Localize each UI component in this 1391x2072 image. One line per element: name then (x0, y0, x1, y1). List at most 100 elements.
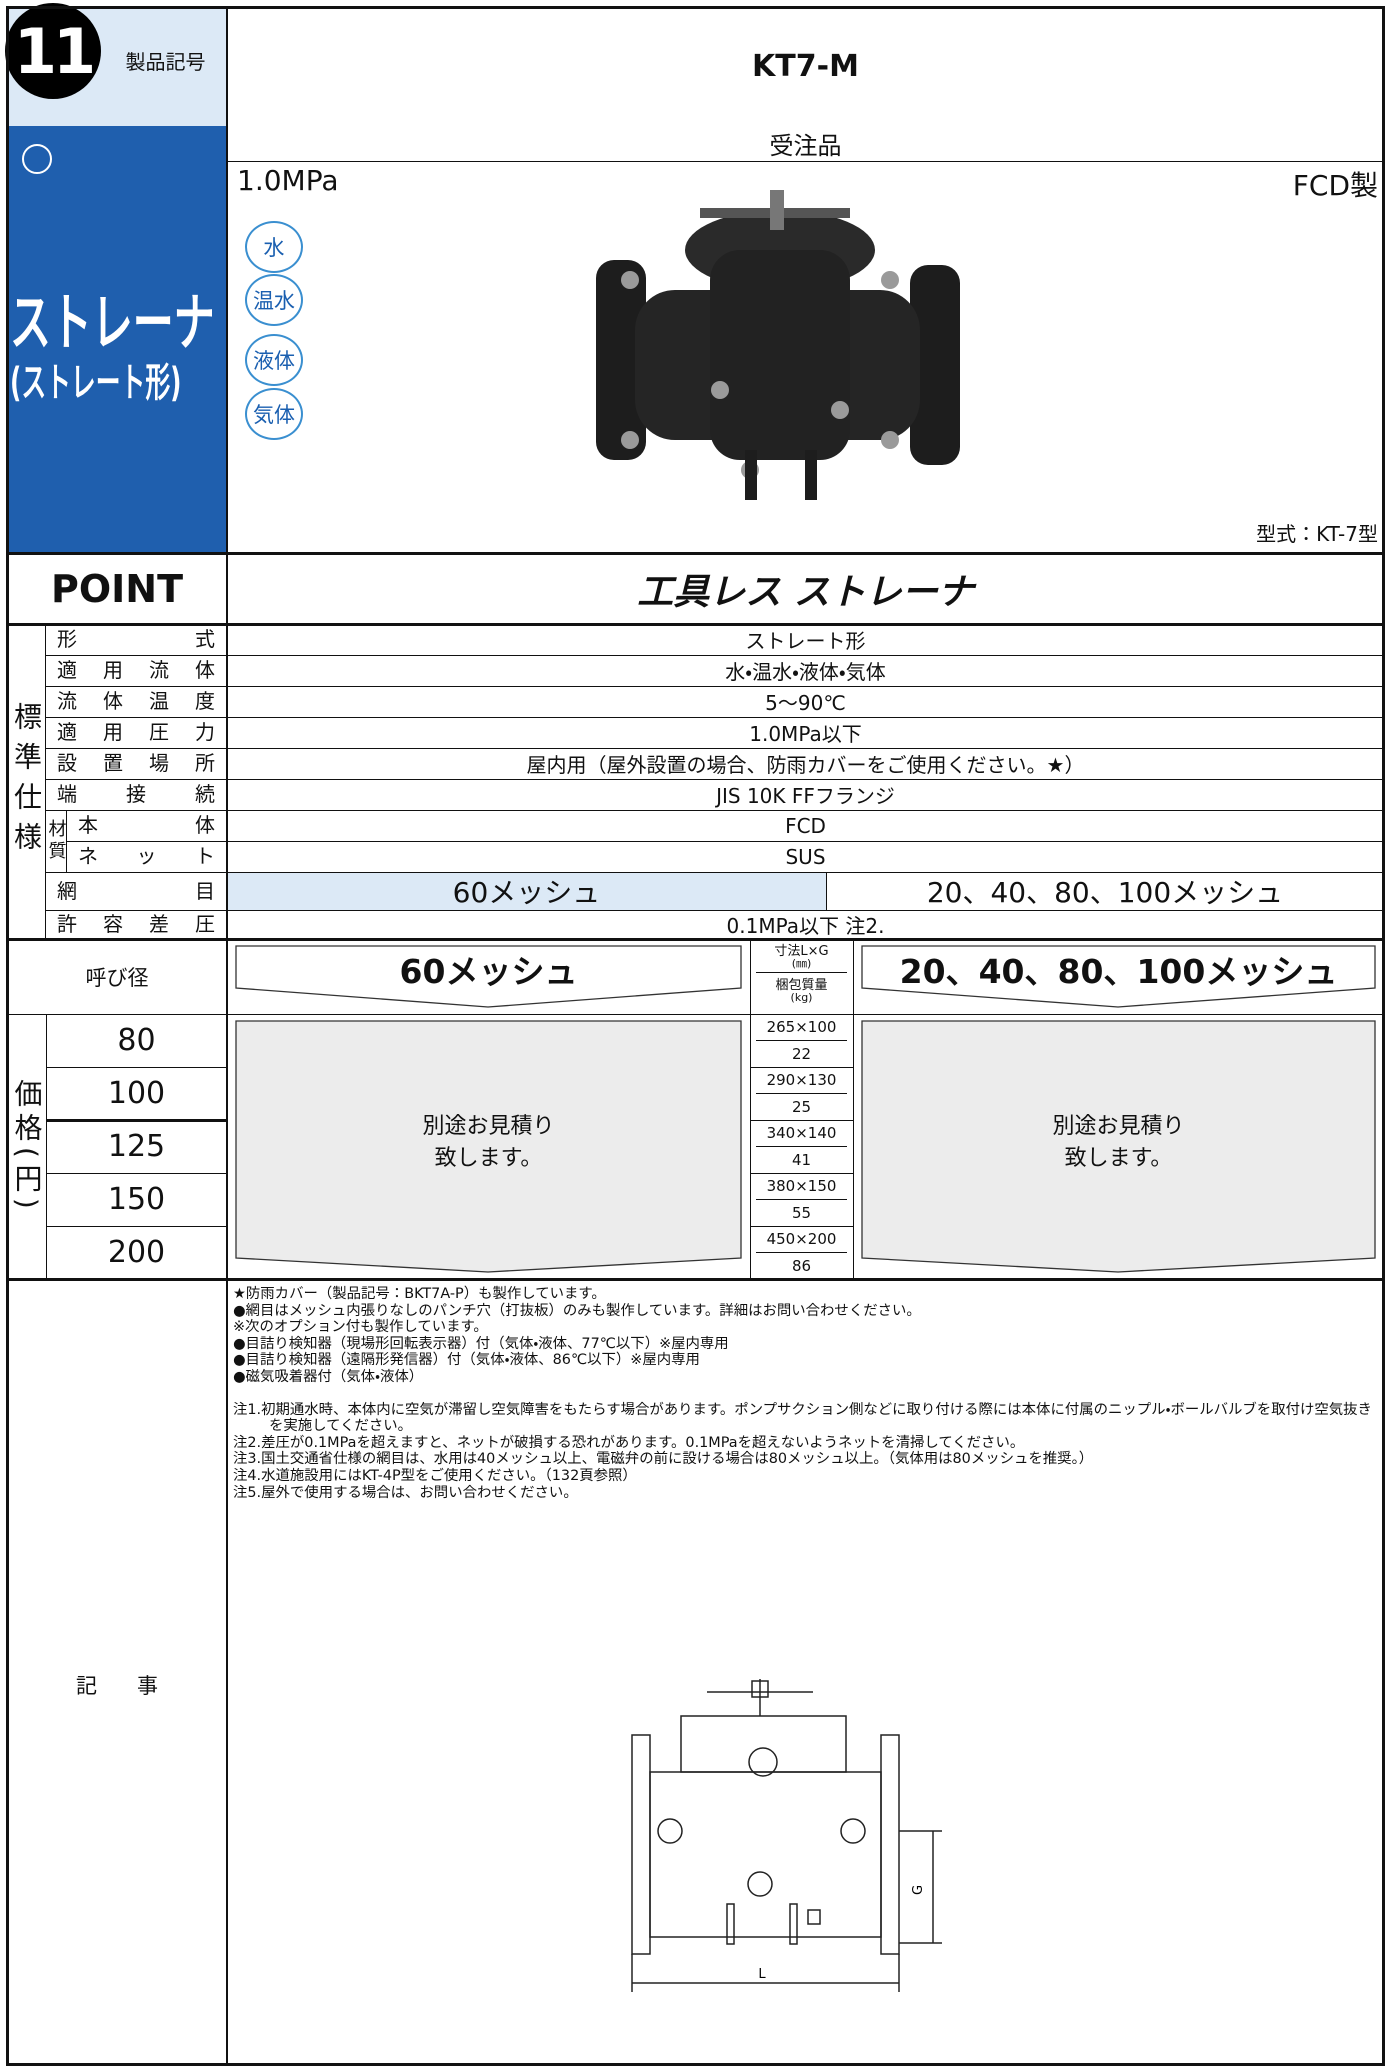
size-label: 呼び径 (85, 965, 149, 990)
fluid-icon: 水 (245, 221, 303, 273)
dimension-label: G (911, 1885, 926, 1895)
mass: 41 (791, 1150, 812, 1169)
mass: 55 (791, 1203, 812, 1222)
rule (46, 1066, 227, 1068)
rule (45, 809, 1384, 811)
mass-unit: (kg) (790, 991, 813, 1004)
bolt (831, 401, 849, 419)
rule (46, 1118, 227, 1122)
note-remark: 注2.差圧が0.1MPaを超えますと、ネットが破損する恐れがあります。0.1MP… (233, 1434, 1025, 1451)
quote: 致します。 (434, 1146, 543, 1171)
mass: 25 (791, 1097, 812, 1116)
rule (46, 1225, 227, 1227)
arrow-shape (861, 945, 1376, 1008)
rule (7, 1013, 1384, 1015)
rule (756, 1093, 847, 1094)
rule (756, 1199, 847, 1200)
product-photo (596, 190, 960, 500)
code-label: 製品記号 (125, 49, 206, 74)
rule (756, 1252, 847, 1253)
rule (825, 872, 827, 910)
price-side-label: 価格(円) (10, 1078, 44, 1215)
spec-value: JIS 10K FFフランジ (716, 784, 895, 808)
spec-value: 屋内用（屋外設置の場合、防雨カバーをご使用ください。★） (526, 753, 1085, 777)
spec-label: 網目 (57, 879, 215, 903)
mass: 22 (791, 1044, 812, 1063)
point-text: 工具レス ストレーナ (637, 571, 974, 613)
spec-heading: 標準仕様 (10, 701, 43, 862)
note-item: ●目詰り検知器（遠隔形発信器）付（気体・液体、86℃以下）※屋内専用 (233, 1352, 700, 1369)
rule (750, 1119, 853, 1121)
size: 100 (107, 1076, 166, 1111)
rule (7, 551, 1384, 555)
arrow-box (861, 945, 1376, 1008)
mesh-a-bg (227, 872, 826, 910)
note-remark: 注3.国土交通省仕様の網目は、水用は40メッシュ以上、電磁弁の前に設ける場合は8… (233, 1451, 1094, 1468)
size: 200 (107, 1235, 166, 1270)
drawing-part (751, 1680, 769, 1698)
arrow-shape (235, 945, 742, 1008)
spec-label: 本体 (78, 813, 215, 837)
size: 80 (117, 1023, 156, 1058)
spec-label: 流体温度 (57, 689, 215, 713)
notes-text: ★防雨カバー（製品記号：BKT7A-P）も製作しています。 ●網目はメッシュ内張り… (233, 1286, 1381, 1586)
rule (226, 7, 228, 2065)
leg (745, 450, 757, 500)
drawing-part (789, 1903, 798, 1945)
rule (46, 1172, 227, 1174)
spec-value: FCD (785, 813, 826, 838)
rule (45, 871, 1384, 873)
mass: 86 (791, 1256, 812, 1275)
drawing-hole (840, 1818, 866, 1844)
type-label: 型式：KT-7型 (1256, 522, 1378, 546)
rule (45, 1014, 47, 1279)
note-item: ※次のオプション付も製作しています。 (233, 1319, 488, 1336)
note-item: ●目詰り検知器（現場形回転表示器）付（気体・液体、77℃以下）※屋内専用 (233, 1335, 729, 1352)
category-panel (7, 126, 227, 553)
spec-label: 許容差圧 (57, 912, 215, 936)
rule (7, 1277, 1384, 1281)
fluid-icon: 気体 (245, 388, 303, 440)
size: 125 (107, 1129, 166, 1164)
rule (7, 622, 1384, 626)
eco-icon (22, 144, 52, 174)
spec-value: 60メッシュ (452, 876, 601, 909)
mass-label: 梱包質量 (775, 977, 828, 993)
col-a-heading: 60メッシュ (399, 952, 578, 991)
spec-label: ネット (78, 844, 215, 868)
spec-value: ストレート形 (745, 629, 866, 653)
model: KT7-M (752, 49, 859, 84)
note-item: ★防雨カバー（製品記号：BKT7A-P）も製作しています。 (233, 1286, 606, 1302)
material-group: 材質 (45, 819, 67, 863)
dims: 290×130 (766, 1071, 837, 1090)
quote: 致します。 (1064, 1146, 1173, 1171)
rule (66, 840, 1384, 842)
bolt (621, 431, 639, 449)
spec-value: 5〜90℃ (765, 691, 846, 715)
rule (750, 1066, 853, 1068)
drawing-part (726, 1903, 735, 1945)
note-remark: 注4.水道施設用にはKT-4P型をご使用ください。（132頁参照） (233, 1467, 637, 1484)
drawing-part (680, 1715, 847, 1773)
rule (45, 654, 1384, 656)
bolt (881, 271, 899, 289)
rule (756, 1040, 847, 1041)
rule (749, 939, 751, 1279)
arrow-box (861, 1020, 1376, 1273)
dims: 450×200 (766, 1230, 837, 1249)
quote: 別途お見積り (422, 1114, 555, 1139)
dim-unit: (㎜) (791, 957, 812, 970)
note-item: ●網目はメッシュ内張りなしのパンチ穴（打抜板）のみも製作しています。詳細はお問い… (233, 1302, 921, 1319)
pressure: 1.0MPa (237, 164, 339, 197)
rule (45, 716, 1384, 718)
rule (44, 624, 46, 939)
spec-label: 形式 (57, 627, 215, 651)
spec-label: 端接続 (57, 782, 215, 806)
outline-drawing: LG (631, 1679, 942, 1992)
note-remark: 注1.初期通水時、本体内に空気が滞留し空気障害をもたらす場合があります。ポンプサ… (233, 1401, 1372, 1435)
outer-frame (6, 6, 1385, 2066)
rule (45, 685, 1384, 687)
rule (750, 1172, 853, 1174)
